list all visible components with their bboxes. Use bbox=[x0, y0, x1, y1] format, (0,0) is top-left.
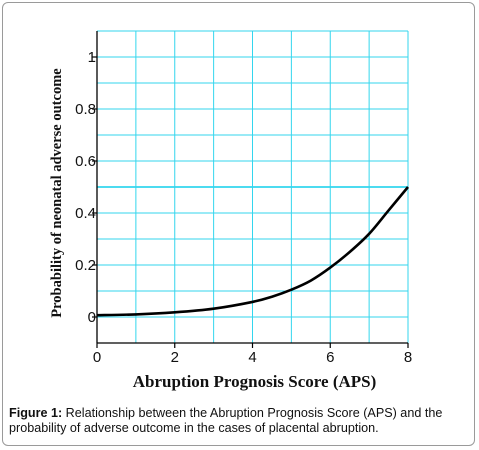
x-tick-label: 8 bbox=[404, 349, 412, 366]
x-axis-title: Abruption Prognosis Score (APS) bbox=[133, 372, 377, 391]
axis-ticks: 0 2 4 6 8 0 0.2 0.4 0.6 0.8 1 bbox=[75, 49, 412, 366]
probability-curve bbox=[96, 186, 409, 317]
y-tick-label: 0.4 bbox=[75, 205, 96, 222]
y-tick-label: 0 bbox=[88, 309, 96, 326]
x-tick-label: 6 bbox=[326, 349, 334, 366]
y-tick-label: 0.2 bbox=[75, 257, 96, 274]
caption-label: Figure 1: bbox=[9, 406, 63, 420]
figure-frame bbox=[2, 2, 475, 446]
x-tick-label: 2 bbox=[171, 349, 179, 366]
caption-text: Relationship between the Abruption Progn… bbox=[9, 406, 443, 435]
y-tick-label: 1 bbox=[88, 49, 96, 66]
x-tick-label: 4 bbox=[248, 349, 256, 366]
x-tick-label: 0 bbox=[93, 349, 101, 366]
figure-caption: Figure 1: Relationship between the Abrup… bbox=[9, 406, 471, 436]
y-axis-title: Probability of neonatal adverse outcome bbox=[49, 68, 65, 318]
y-tick-label: 0.6 bbox=[75, 153, 96, 170]
y-tick-label: 0.8 bbox=[75, 101, 96, 118]
line-chart: 0 2 4 6 8 0 0.2 0.4 0.6 0.8 1 Abruption Prognosis … bbox=[49, 30, 412, 391]
